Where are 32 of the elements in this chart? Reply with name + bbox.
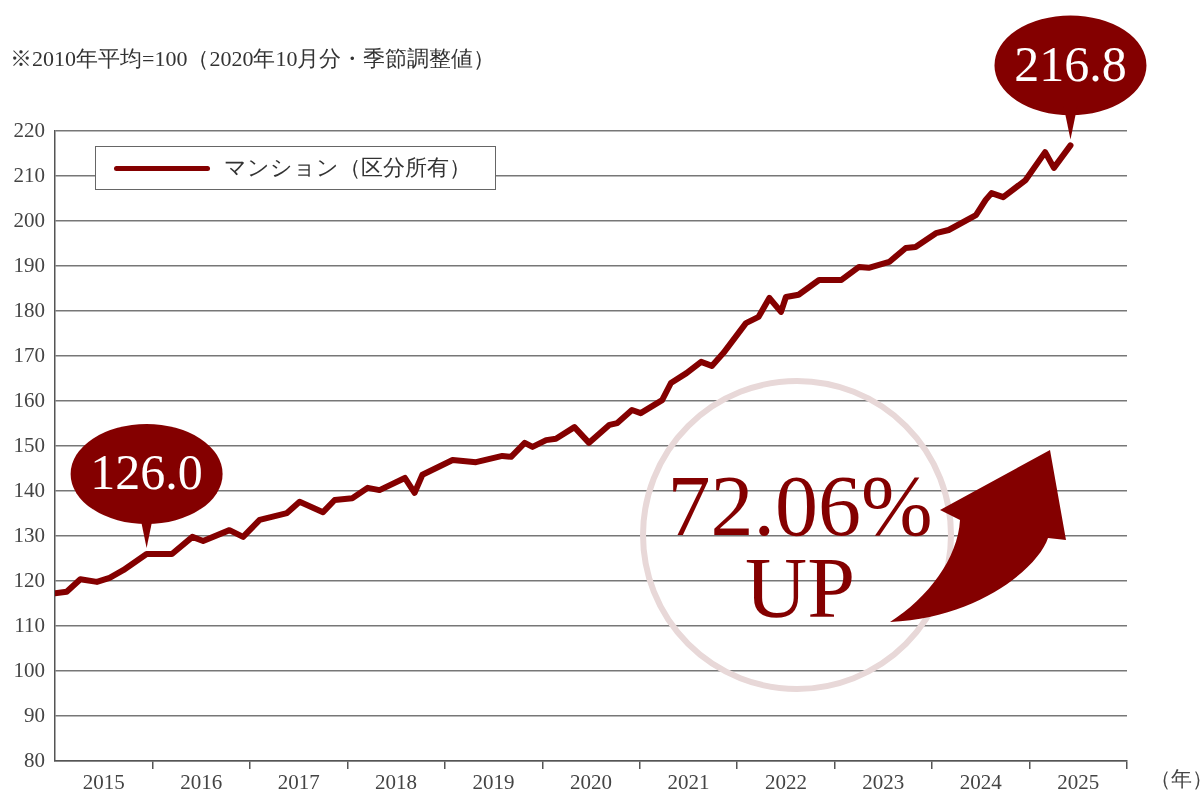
x-tick-label: 2021 xyxy=(667,770,710,795)
x-tick-label: 2022 xyxy=(764,770,807,795)
y-tick-label: 140 xyxy=(13,477,45,502)
y-tick-label: 110 xyxy=(14,612,45,637)
y-tick-label: 220 xyxy=(13,117,45,142)
annotation: 216.8 xyxy=(1014,35,1127,92)
x-tick-label: 2015 xyxy=(82,770,125,795)
y-tick-label: 130 xyxy=(13,522,45,547)
annotation: 72.06% UP xyxy=(666,458,934,636)
y-tick-label: 90 xyxy=(24,702,45,727)
annotation: 126.0 xyxy=(90,444,203,501)
y-tick-label: 190 xyxy=(13,252,45,277)
y-tick-label: 160 xyxy=(13,387,45,412)
y-tick-label: 120 xyxy=(13,567,45,592)
x-tick-label: 2016 xyxy=(180,770,223,795)
y-tick-label: 210 xyxy=(13,162,45,187)
text: ※2010年平均=100（2020年10月分・季節調整値） xyxy=(10,45,496,73)
y-tick-label: 170 xyxy=(13,342,45,367)
x-tick-label: 2018 xyxy=(375,770,418,795)
y-tick-label: 80 xyxy=(24,747,45,772)
y-tick-label: 150 xyxy=(13,432,45,457)
y-tick-label: 100 xyxy=(13,657,45,682)
x-tick-label: 2017 xyxy=(277,770,320,795)
y-tick-label: 180 xyxy=(13,297,45,322)
x-tick-label: 2019 xyxy=(472,770,515,795)
x-tick-label: 2024 xyxy=(959,770,1003,795)
y-tick-label: 200 xyxy=(13,207,45,232)
x-tick-label: 2025 xyxy=(1057,770,1100,795)
x-axis-title: （年） xyxy=(1150,766,1200,793)
legend-label: マンション（区分所有） xyxy=(224,154,471,182)
x-tick-label: 2023 xyxy=(862,770,905,795)
x-tick-label: 2020 xyxy=(570,770,612,795)
